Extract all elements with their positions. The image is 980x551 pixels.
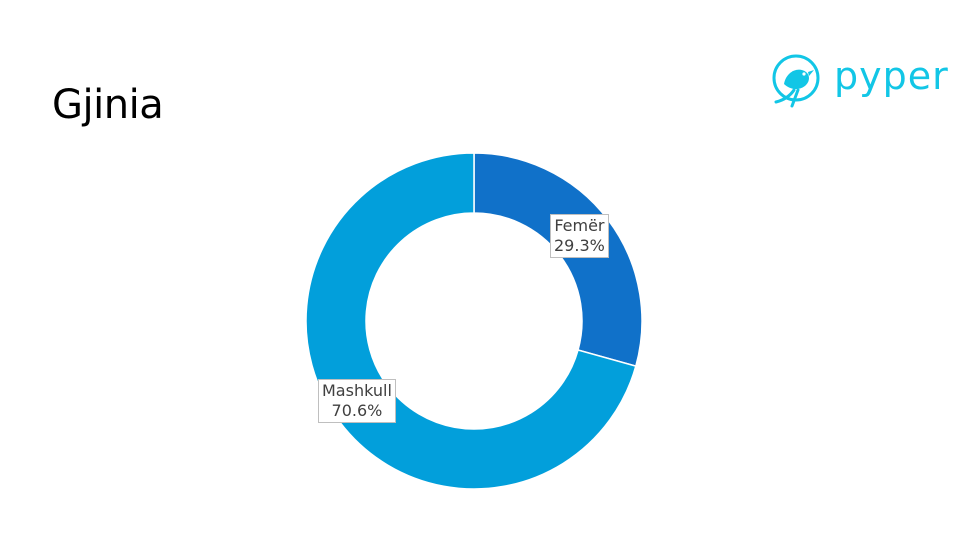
data-label-mashkull-category: Mashkull [322, 381, 392, 400]
slide-title: Gjinia [52, 82, 164, 128]
data-label-mashkull: Mashkull 70.6% [318, 379, 396, 423]
data-label-femer-category: Femër [554, 216, 605, 235]
bird-icon [772, 54, 820, 108]
donut-slice-femr [473, 152, 643, 368]
logo-wordmark: pyper [834, 54, 949, 98]
pyper-logo: pyper [768, 50, 958, 114]
data-label-mashkull-value: 70.6% [331, 401, 383, 420]
data-label-femer-value: 29.3% [554, 236, 605, 255]
data-label-femer: Femër 29.3% [550, 214, 609, 258]
